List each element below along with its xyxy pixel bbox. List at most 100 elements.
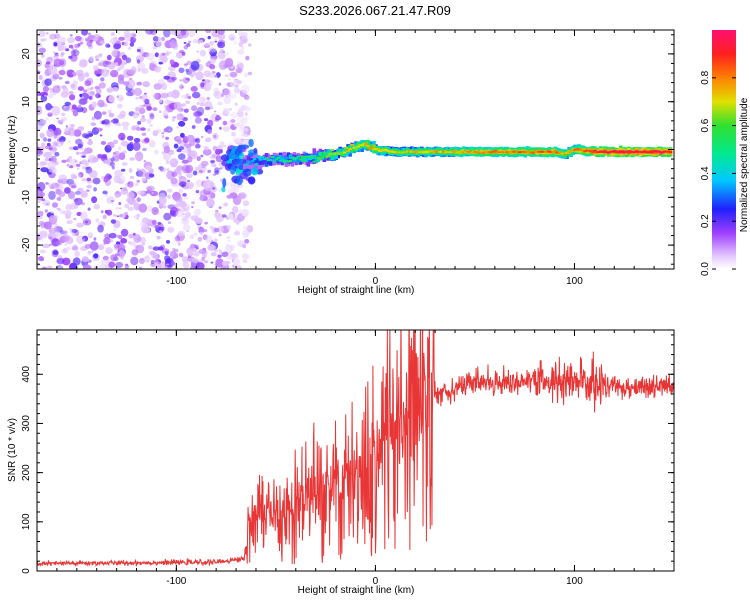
- noise-blob: [113, 228, 117, 231]
- noise-blob: [169, 250, 177, 259]
- noise-blob: [74, 250, 80, 257]
- y-tick-label: 300: [21, 415, 32, 432]
- noise-blob: [165, 136, 170, 140]
- colorbar-tick-label: 0.2: [700, 214, 711, 228]
- noise-blob: [106, 87, 114, 93]
- noise-blob: [38, 47, 46, 54]
- trace-cell: [318, 151, 323, 157]
- trace-cell: [326, 155, 330, 158]
- noise-blob: [135, 126, 142, 131]
- trace-blob: [236, 161, 244, 169]
- noise-blob: [101, 111, 107, 115]
- noise-blob: [37, 124, 43, 130]
- trace-cell: [304, 156, 309, 159]
- noise-blob: [53, 42, 58, 47]
- noise-blob: [66, 163, 70, 167]
- trace-cell: [250, 160, 255, 168]
- noise-blob: [242, 259, 248, 263]
- noise-blob: [87, 232, 94, 239]
- trace-cell: [378, 148, 382, 152]
- noise-blob: [116, 234, 121, 239]
- noise-blob: [226, 255, 234, 261]
- trace-cell: [258, 158, 263, 161]
- noise-blob: [120, 238, 128, 244]
- noise-blob: [87, 207, 91, 211]
- trace-cell: [400, 151, 404, 154]
- noise-blob: [238, 193, 246, 200]
- noise-blob: [42, 266, 47, 269]
- y-tick-label: 400: [21, 365, 32, 382]
- noise-blob: [136, 197, 141, 202]
- noise-blob: [163, 30, 171, 38]
- noise-blob: [188, 69, 196, 77]
- trace-blob: [220, 154, 230, 162]
- noise-blob: [69, 34, 73, 37]
- noise-blob: [129, 175, 135, 180]
- noise-blob: [108, 95, 115, 103]
- noise-blob: [213, 227, 220, 233]
- trace-cell: [579, 149, 583, 151]
- noise-blob: [68, 55, 73, 59]
- noise-blob: [193, 232, 198, 237]
- noise-blob: [196, 101, 200, 106]
- trace-cell: [481, 152, 486, 154]
- trace-cell: [348, 148, 352, 150]
- trace-cell: [633, 151, 637, 154]
- noise-blob: [107, 109, 112, 114]
- trace-cell: [366, 139, 370, 147]
- noise-blob: [40, 167, 49, 173]
- noise-blob: [63, 106, 67, 109]
- trace-cell: [583, 150, 587, 153]
- trace-blob: [221, 186, 226, 193]
- noise-blob: [198, 248, 207, 254]
- noise-blob: [61, 234, 70, 242]
- noise-blob: [193, 250, 200, 257]
- noise-blob: [244, 112, 248, 116]
- noise-blob: [136, 81, 142, 86]
- noise-blob: [64, 243, 68, 246]
- trace-cell: [629, 151, 633, 154]
- noise-blob: [113, 43, 121, 50]
- noise-blob: [128, 233, 134, 239]
- trace-cell: [593, 149, 597, 152]
- trace-cell: [296, 158, 301, 163]
- noise-blob: [47, 138, 52, 142]
- noise-blob: [187, 179, 191, 183]
- noise-blob: [186, 42, 191, 47]
- noise-blob: [111, 50, 118, 57]
- noise-blob: [242, 230, 250, 238]
- noise-blob: [110, 254, 118, 262]
- noise-blob: [181, 256, 189, 263]
- noise-blob: [171, 118, 175, 122]
- noise-blob: [213, 91, 223, 100]
- noise-blob: [95, 93, 101, 99]
- noise-blob: [41, 142, 46, 148]
- noise-blob: [237, 49, 245, 55]
- trace-cell: [394, 151, 398, 154]
- noise-blob: [194, 208, 201, 216]
- trace-cell: [517, 151, 522, 154]
- noise-blob: [45, 182, 49, 185]
- noise-blob: [143, 160, 147, 163]
- noise-blob: [146, 186, 153, 194]
- trace-cell: [354, 148, 358, 150]
- noise-blob: [186, 150, 191, 154]
- noise-blob: [219, 250, 222, 254]
- trace-cell: [615, 151, 619, 154]
- noise-blob: [171, 89, 180, 99]
- noise-blob: [91, 101, 97, 108]
- trace-cell: [595, 149, 599, 153]
- noise-blob: [178, 230, 185, 236]
- noise-blob: [81, 159, 88, 165]
- noise-blob: [44, 157, 50, 162]
- noise-blob: [222, 126, 230, 132]
- trace-cell: [278, 154, 283, 160]
- noise-blob: [217, 33, 226, 41]
- noise-blob: [110, 69, 119, 78]
- noise-blob: [151, 207, 159, 215]
- noise-blob: [111, 199, 114, 203]
- noise-blob: [101, 68, 109, 78]
- trace-cell: [551, 150, 555, 153]
- noise-blob: [214, 110, 217, 113]
- noise-blob: [246, 225, 254, 233]
